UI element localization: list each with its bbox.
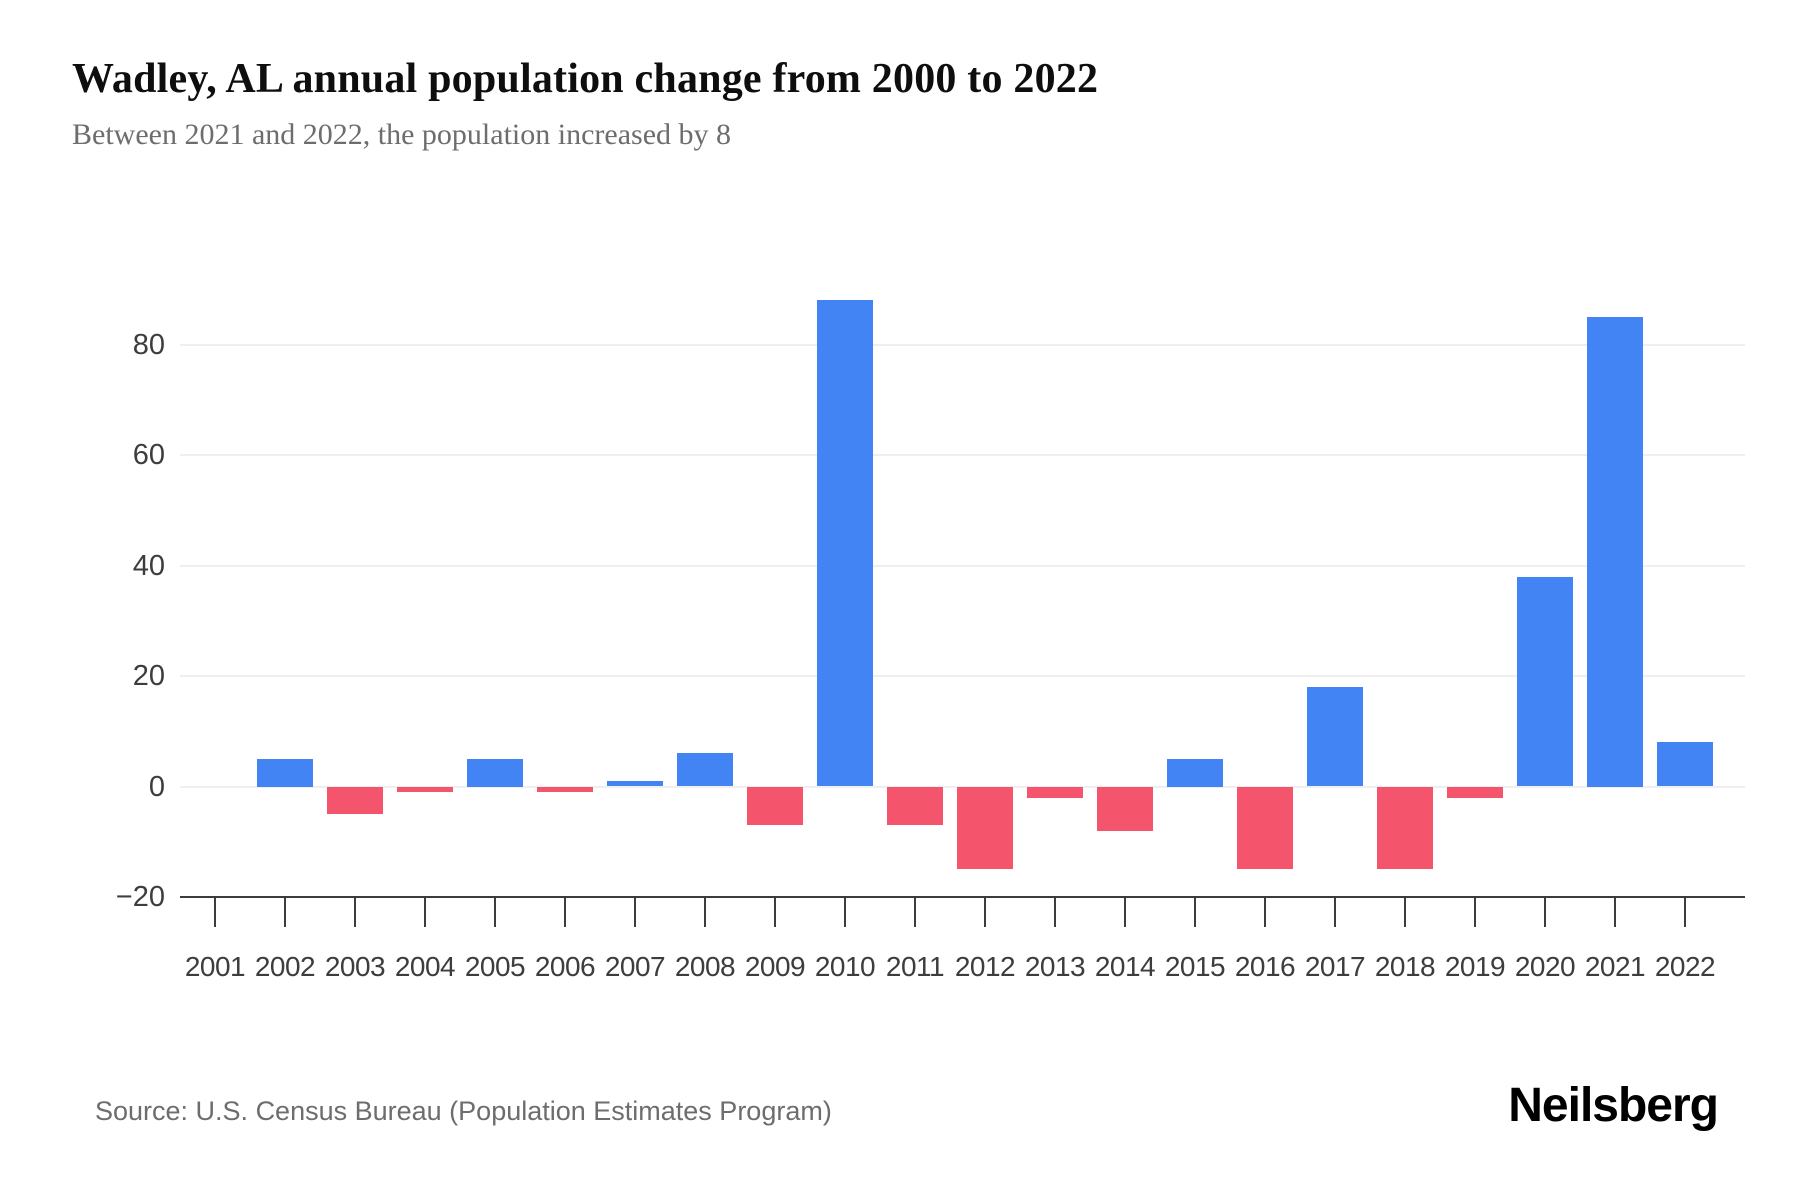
x-axis-label-2014: 2014	[1094, 951, 1156, 982]
y-axis-label-40: 40	[132, 549, 165, 582]
x-axis-label-2017: 2017	[1304, 951, 1366, 982]
bar-2009[interactable]	[747, 786, 803, 826]
gridline-20	[180, 675, 1745, 677]
x-tick-2014	[1124, 898, 1126, 927]
bar-2004[interactable]	[397, 786, 453, 793]
x-axis-label-2001: 2001	[184, 951, 246, 982]
bar-2014[interactable]	[1097, 786, 1153, 831]
y-axis-label-20: 20	[132, 660, 165, 692]
x-axis-label-2022: 2022	[1654, 951, 1716, 982]
x-tick-2015	[1194, 898, 1196, 927]
y-axis-label-0: 0	[148, 770, 165, 803]
bar-2020[interactable]	[1517, 576, 1573, 787]
bar-2018[interactable]	[1377, 786, 1433, 870]
bar-2021[interactable]	[1587, 316, 1643, 787]
x-axis-label-2011: 2011	[885, 951, 945, 982]
bar-2015[interactable]	[1167, 758, 1223, 787]
x-axis-label-2009: 2009	[744, 951, 806, 982]
bar-2003[interactable]	[327, 786, 383, 815]
bar-2019[interactable]	[1447, 786, 1503, 798]
x-axis-label-2019: 2019	[1444, 951, 1506, 982]
x-tick-2007	[634, 898, 636, 927]
bar-2022[interactable]	[1657, 742, 1713, 787]
y-axis-label--20: −20	[115, 881, 165, 913]
bar-2008[interactable]	[677, 753, 733, 787]
bar-2011[interactable]	[887, 786, 943, 826]
bar-2002[interactable]	[257, 758, 313, 787]
bar-2013[interactable]	[1027, 786, 1083, 798]
x-axis-label-2004: 2004	[394, 951, 456, 982]
x-tick-2004	[424, 898, 426, 927]
x-axis-label-2012: 2012	[954, 951, 1016, 982]
x-axis-label-2005: 2005	[464, 951, 526, 982]
y-axis-label-80: 80	[132, 328, 165, 361]
bar-2016[interactable]	[1237, 786, 1293, 870]
chart-title: Wadley, AL annual population change from…	[72, 56, 1099, 102]
x-tick-2008	[704, 898, 706, 927]
x-axis-label-2020: 2020	[1514, 951, 1576, 982]
x-tick-2006	[564, 898, 566, 927]
x-tick-2012	[984, 898, 986, 927]
brand-logo: Neilsberg	[1508, 1079, 1719, 1132]
x-tick-2003	[354, 898, 356, 927]
gridline-40	[180, 564, 1745, 567]
x-tick-2005	[494, 898, 496, 927]
x-tick-2019	[1474, 898, 1476, 927]
x-tick-2010	[844, 898, 846, 927]
chart-subtitle: Between 2021 and 2022, the population in…	[72, 118, 732, 151]
x-axis-label-2010: 2010	[814, 951, 876, 982]
x-tick-2020	[1544, 898, 1546, 927]
x-tick-2016	[1264, 898, 1266, 927]
bar-2012[interactable]	[957, 786, 1013, 870]
x-tick-2017	[1334, 898, 1336, 927]
x-tick-2022	[1684, 898, 1686, 927]
source-note: Source: U.S. Census Bureau (Population E…	[95, 1096, 832, 1126]
x-axis-label-2007: 2007	[604, 951, 666, 982]
x-axis-label-2013: 2013	[1024, 951, 1086, 982]
bar-2017[interactable]	[1307, 687, 1363, 787]
x-axis-line	[180, 896, 1745, 898]
x-tick-2021	[1614, 898, 1616, 927]
x-axis-label-2003: 2003	[324, 951, 386, 982]
x-axis-label-2021: 2021	[1584, 951, 1646, 982]
x-tick-2011	[914, 898, 916, 927]
x-tick-2001	[214, 898, 216, 927]
x-tick-2013	[1054, 898, 1056, 927]
x-tick-2009	[774, 898, 776, 927]
x-axis-label-2018: 2018	[1374, 951, 1436, 982]
x-axis-label-2006: 2006	[534, 951, 596, 982]
bar-2005[interactable]	[467, 758, 523, 787]
y-axis-label-60: 60	[132, 439, 165, 471]
x-tick-2018	[1404, 898, 1406, 927]
x-axis-label-2002: 2002	[254, 951, 316, 982]
x-axis-label-2015: 2015	[1164, 951, 1226, 982]
bar-2007[interactable]	[607, 780, 663, 787]
gridline-60	[180, 454, 1745, 456]
gridline-80	[180, 343, 1745, 346]
bar-2010[interactable]	[817, 300, 873, 787]
x-tick-2002	[284, 898, 286, 927]
x-axis-label-2008: 2008	[674, 951, 736, 982]
bar-2006[interactable]	[537, 786, 593, 793]
x-axis-label-2016: 2016	[1234, 951, 1296, 982]
